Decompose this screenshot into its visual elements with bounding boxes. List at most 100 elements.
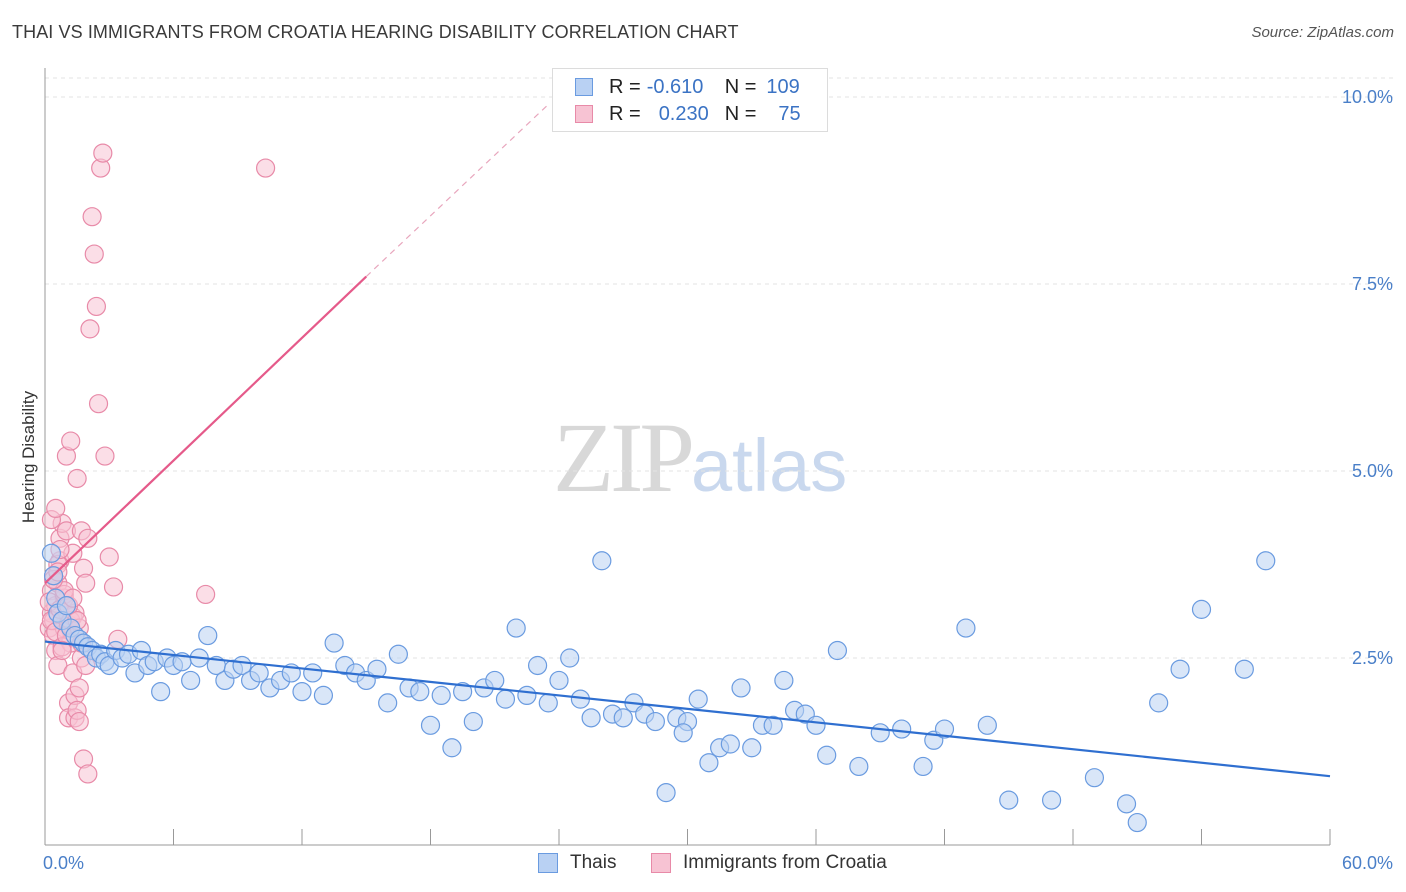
watermark-zip: ZIP (553, 402, 695, 513)
thai-point (453, 682, 473, 702)
y-tick-label: 5.0% (1352, 461, 1393, 481)
axes (44, 68, 1331, 846)
thai-point (420, 715, 441, 735)
thai-point (1191, 599, 1212, 619)
croatia-point (99, 547, 119, 567)
legend-swatch-thais (575, 78, 593, 96)
thai-point (720, 734, 740, 754)
legend-n-value: 109 (766, 75, 800, 98)
thai-point (442, 738, 462, 758)
legend-label-thais: Thais (570, 852, 617, 873)
thai-point (870, 723, 890, 743)
legend-r-label: R = (609, 102, 641, 125)
legend-n-label: N = (724, 102, 757, 125)
croatia-point (78, 528, 98, 548)
thai-point (977, 715, 997, 735)
thai-trend-line (44, 640, 1331, 778)
croatia-point (78, 764, 98, 784)
thai-point (913, 756, 933, 777)
grid-lines (45, 77, 1393, 659)
watermark: ZIPatlas (553, 400, 847, 515)
x-tick-label: 60.0% (1342, 853, 1393, 873)
croatia-point (61, 431, 81, 451)
y-axis-label: Hearing Disability (19, 390, 38, 523)
thai-point (249, 663, 269, 683)
source-credit: Source: ZipAtlas.com (1251, 24, 1394, 41)
legend-item-croatia[interactable]: Immigrants from Croatia (651, 852, 887, 874)
thai-point (827, 640, 848, 661)
croatia-point (95, 446, 115, 466)
croatia-point (76, 573, 96, 593)
thai-point (999, 790, 1019, 810)
thai-point (673, 723, 693, 743)
croatia-point (69, 678, 89, 698)
trend-lines (44, 104, 1331, 778)
thai-point (1127, 812, 1147, 833)
croatia-point (88, 394, 109, 414)
thai-point (495, 689, 516, 709)
thai-point (1084, 768, 1105, 788)
thai-point (699, 753, 719, 773)
thai-point (181, 670, 201, 691)
legend-row-thais: R = -0.610 N = 109 (575, 76, 800, 98)
croatia-trend-line (44, 275, 368, 584)
thai-point (198, 625, 218, 646)
thai-point (378, 693, 398, 713)
thai-point (463, 711, 483, 732)
thai-point (806, 715, 826, 735)
thai-point (538, 693, 558, 713)
legend-label-croatia: Immigrants from Croatia (683, 852, 887, 873)
legend-row-croatia: R = 0.230 N = 75 (575, 103, 801, 125)
thai-point (292, 682, 312, 702)
croatia-point (103, 577, 124, 597)
croatia-point (255, 158, 276, 178)
thai-point (410, 682, 430, 702)
thai-point (549, 670, 569, 691)
croatia-point (46, 498, 66, 518)
thai-point (517, 685, 537, 706)
thai-point (1256, 551, 1276, 571)
croatia-point (93, 143, 113, 163)
croatia-point (52, 640, 72, 661)
thai-point (763, 715, 783, 735)
croatia-point (69, 711, 89, 732)
thai-point (41, 543, 62, 563)
y-tick-label: 7.5% (1352, 274, 1393, 294)
thai-point (934, 719, 955, 739)
croatia-point (82, 207, 102, 227)
thai-point (303, 663, 323, 683)
thai-point (506, 618, 526, 638)
thai-point (1041, 790, 1062, 810)
croatia-point (80, 319, 100, 339)
thai-point (774, 670, 794, 691)
croatia-point (86, 296, 107, 317)
y-tick-label: 10.0% (1342, 87, 1393, 107)
croatia-point (67, 468, 87, 489)
thai-point (313, 685, 334, 706)
thai-point (388, 644, 408, 664)
thai-point (485, 670, 505, 691)
thai-point (367, 659, 387, 679)
tick-labels: 2.5% 5.0% 7.5% 10.0% 0.0% 60.0% (43, 87, 1393, 873)
thai-point (560, 648, 580, 668)
thai-point (892, 719, 912, 739)
thai-point (431, 685, 451, 706)
legend-item-thais[interactable]: Thais (538, 852, 616, 874)
legend-swatch-croatia (651, 853, 671, 873)
thai-point (1234, 659, 1254, 679)
series-legend: Thais Immigrants from Croatia (0, 852, 1406, 876)
thai-point (656, 783, 676, 803)
thai-point (742, 738, 762, 758)
thai-point (324, 633, 344, 653)
thai-point (56, 596, 77, 616)
series-thai-points (41, 543, 1276, 833)
croatia-point (196, 584, 216, 605)
thai-point (1170, 659, 1190, 679)
legend-r-value: -0.610 (646, 75, 704, 98)
thai-point (849, 756, 869, 777)
thai-point (645, 711, 665, 732)
correlation-legend: R = -0.610 N = 109 R = 0.230 N = 75 (552, 68, 828, 132)
thai-point (817, 745, 837, 765)
legend-n-label: N = (724, 75, 757, 98)
